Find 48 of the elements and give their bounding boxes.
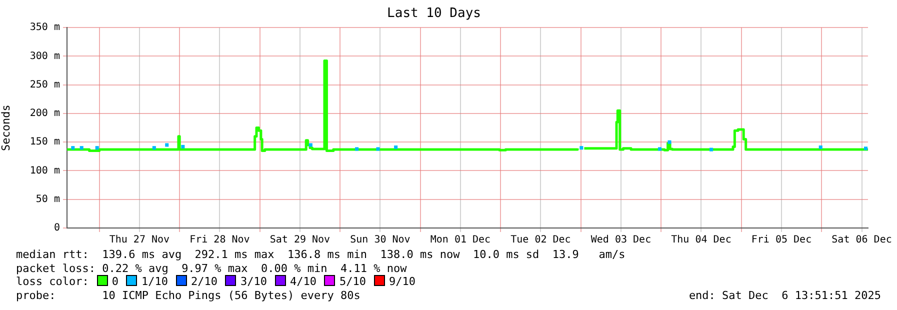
y-tick-label: 200 m (30, 108, 60, 120)
x-tick-label: Sat 29 Nov (270, 234, 330, 246)
x-tick-label: Sun 30 Nov (350, 234, 410, 246)
x-tick-label: Thu 04 Dec (671, 234, 732, 246)
legend-label: 3/10 (240, 275, 267, 288)
legend-label: 0 (112, 275, 118, 288)
legend-label: 5/10 (339, 275, 366, 288)
point (152, 146, 156, 150)
text: probe: 10 ICMP Echo Pings (56 Bytes) every 80s (16, 288, 360, 302)
x-tick-label: Sat 06 Dec (832, 234, 892, 246)
point (355, 147, 359, 151)
x-tick-label: Thu 27 Nov (109, 234, 170, 246)
point (376, 147, 380, 151)
y-tick-label: 350 m (30, 22, 60, 34)
x-tick-label: Wed 03 Dec (590, 234, 652, 246)
point (165, 143, 169, 147)
y-tick-label: 300 m (30, 50, 60, 62)
y-tick-label: 250 m (30, 79, 60, 90)
point (71, 146, 75, 150)
point (394, 146, 398, 150)
y-tick-label: 100 m (30, 165, 60, 176)
point (658, 147, 662, 151)
x-tick-label: Tue 02 Dec (510, 234, 571, 246)
y-tick-label: 150 m (30, 136, 60, 148)
y-tick-label: 50 m (36, 194, 60, 205)
point (580, 146, 584, 150)
point (710, 148, 714, 152)
point (308, 143, 312, 147)
legend-title: loss color: (16, 275, 89, 288)
point (95, 146, 99, 150)
legend-label: 1/10 (141, 275, 168, 288)
point (668, 140, 672, 144)
legend-label: 4/10 (290, 275, 316, 288)
point (181, 144, 185, 148)
x-tick-label: Mon 01 Dec (430, 234, 491, 246)
chart-title: Last 10 Days (387, 6, 481, 22)
legend-label: 2/10 (190, 275, 218, 288)
y-tick-label: 0 (54, 222, 60, 234)
text: end: Sat Dec 6 13:51:51 2025 (688, 288, 881, 302)
x-tick-label: Fri 05 Dec (751, 234, 812, 246)
point (864, 146, 868, 150)
point (80, 146, 84, 150)
y-axis-title: Seconds (0, 104, 12, 151)
legend-label: 9/10 (388, 275, 416, 288)
text: median rtt: 139.6 ms avg 292.1 ms max 136.8 ms min 138.0 ms now 10.0 ms sd 13.9 am/s (16, 248, 626, 261)
point (818, 146, 822, 150)
x-tick-label: Fri 28 Nov (190, 234, 250, 246)
text: packet loss: 0.22 % avg 9.97 % max 0.00 % min 4.11 % now (16, 262, 407, 274)
